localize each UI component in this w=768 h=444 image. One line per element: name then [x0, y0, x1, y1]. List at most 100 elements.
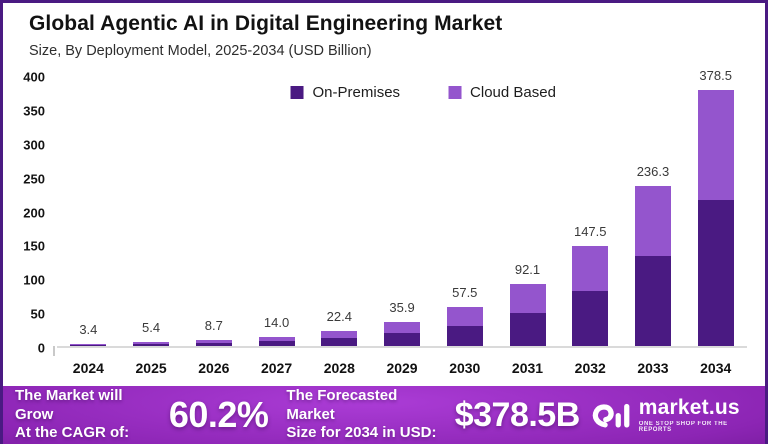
x-tick-label: 2031 — [511, 360, 544, 376]
y-tick-label: 50 — [30, 306, 45, 322]
x-tick-label: 2032 — [574, 360, 606, 376]
bar-column-2033: 236.3 — [622, 165, 685, 346]
bar-stack — [572, 246, 609, 346]
bar-stack — [195, 340, 232, 346]
x-tick-label: 2028 — [323, 360, 355, 376]
bar-column-2024: 3.4 — [57, 323, 120, 346]
plot-area: On-Premises Cloud Based 3.4 5.4 8.7 14.0 22.4… — [53, 69, 747, 356]
bar-segment-cloud-based — [509, 283, 546, 313]
x-tick-label: 2027 — [260, 360, 293, 376]
forecast-label: The Forecasted Market Size for 2034 in U… — [286, 387, 438, 443]
bar-value-label: 35.9 — [389, 299, 415, 315]
x-tick-label: 2024 — [72, 360, 104, 376]
bar-segment-on-premises — [258, 340, 295, 346]
y-tick-label: 100 — [23, 272, 45, 288]
legend-swatch — [448, 86, 462, 99]
bar-value-label: 378.5 — [699, 67, 732, 83]
bar-stack — [697, 89, 734, 346]
bar-value-label: 147.5 — [573, 224, 607, 240]
bar-column-2034: 378.5 — [684, 69, 747, 346]
bar-segment-on-premises — [70, 344, 107, 346]
bar-segment-cloud-based — [133, 342, 170, 345]
brand-tagline: ONE STOP SHOP FOR THE REPORTS — [638, 421, 728, 433]
bar-column-2032: 147.5 — [559, 225, 622, 346]
y-tick-label: 150 — [23, 238, 45, 254]
stacked-bar-chart: 0 50 100 150 200 250 300 350 400 On-Premises Clou… — [9, 61, 755, 382]
bar-segment-cloud-based — [321, 330, 358, 338]
cagr-value: 60.2% — [168, 394, 269, 435]
page-title: Global Agentic AI in Digital Engineering… — [29, 12, 503, 35]
axis-zero-tick — [53, 346, 55, 356]
cagr-label: The Market will Grow At the CAGR of: — [15, 387, 155, 443]
bar-segment-cloud-based — [70, 343, 107, 345]
page-subtitle: Size, By Deployment Model, 2025-2034 (US… — [29, 43, 372, 59]
x-tick-label: 2029 — [386, 360, 418, 376]
forecast-label-line1: The Forecasted Market — [286, 386, 398, 423]
x-tick-label: 2033 — [637, 360, 669, 376]
brand-logo: market.us ONE STOP SHOP FOR THE REPORTS — [590, 397, 751, 433]
legend-label: Cloud Based — [470, 84, 556, 101]
bar-value-label: 5.4 — [142, 320, 161, 336]
header: Global Agentic AI in Digital Engineering… — [3, 3, 765, 59]
y-axis: 0 50 100 150 200 250 300 350 400 — [9, 71, 53, 355]
x-axis: 2024 2025 2026 2027 2028 2029 2030 2031 2032 2033… — [57, 360, 747, 376]
legend-item-cloud-based: Cloud Based — [448, 84, 556, 101]
bar-segment-on-premises — [195, 342, 232, 346]
x-tick-label: 2030 — [449, 360, 481, 376]
y-tick-label: 0 — [37, 340, 45, 356]
brand-name: market.us — [638, 396, 740, 419]
y-tick-label: 200 — [23, 205, 45, 220]
y-tick-label: 350 — [23, 103, 45, 119]
bar-stack — [133, 342, 170, 346]
bar-stack — [258, 336, 295, 346]
bar-stack — [446, 307, 483, 346]
legend-swatch — [290, 86, 304, 99]
bar-segment-on-premises — [133, 344, 170, 346]
bar-segment-cloud-based — [446, 307, 483, 326]
bar-column-2029: 35.9 — [371, 301, 434, 346]
legend-item-on-premises: On-Premises — [290, 84, 401, 101]
bar-stack — [384, 321, 421, 346]
bar-value-label: 14.0 — [263, 314, 290, 330]
y-tick-label: 250 — [23, 171, 45, 187]
bar-segment-on-premises — [634, 255, 671, 346]
bar-segment-cloud-based — [258, 336, 295, 341]
bar-segment-cloud-based — [384, 321, 421, 334]
bar-segment-cloud-based — [572, 246, 609, 292]
bar-column-2025: 5.4 — [120, 321, 183, 346]
x-tick-label: 2034 — [700, 360, 732, 376]
bar-value-label: 3.4 — [79, 321, 98, 337]
bar-stack — [634, 185, 671, 346]
x-tick-label: 2026 — [198, 360, 230, 376]
bar-column-2026: 8.7 — [182, 319, 245, 346]
bar-column-2028: 22.4 — [308, 310, 371, 346]
bar-value-label: 236.3 — [636, 163, 670, 179]
cagr-label-line1: The Market will Grow — [15, 386, 123, 423]
bar-stack — [509, 283, 546, 346]
bar-value-label: 22.4 — [326, 308, 352, 324]
bar-segment-on-premises — [384, 333, 421, 346]
legend: On-Premises Cloud Based — [290, 84, 556, 101]
forecast-value: $378.5B — [454, 396, 581, 434]
footer-banner: The Market will Grow At the CAGR of: 60.… — [3, 386, 765, 444]
bar-value-label: 57.5 — [452, 285, 478, 301]
bar-segment-on-premises — [509, 312, 546, 346]
bar-segment-cloud-based — [697, 89, 734, 200]
forecast-label-line2: Size for 2034 in USD: — [286, 424, 437, 442]
bar-segment-cloud-based — [195, 340, 232, 343]
cagr-label-line2: At the CAGR of: — [15, 424, 130, 442]
bar-column-2031: 92.1 — [496, 263, 559, 346]
marketus-logo-icon — [590, 400, 632, 430]
bar-value-label: 92.1 — [514, 261, 541, 277]
bars-container: 3.4 5.4 8.7 14.0 22.4 35.9 57.5 92.1 147.5 236.3 3… — [57, 69, 747, 346]
bar-stack — [321, 330, 358, 346]
bar-segment-on-premises — [572, 291, 609, 346]
y-tick-label: 300 — [23, 137, 45, 153]
bar-segment-on-premises — [446, 325, 483, 346]
bar-segment-on-premises — [697, 199, 734, 346]
bar-value-label: 8.7 — [204, 318, 223, 334]
bar-column-2027: 14.0 — [245, 316, 308, 346]
brand-text: market.us ONE STOP SHOP FOR THE REPORTS — [639, 397, 751, 433]
legend-label: On-Premises — [312, 84, 401, 101]
